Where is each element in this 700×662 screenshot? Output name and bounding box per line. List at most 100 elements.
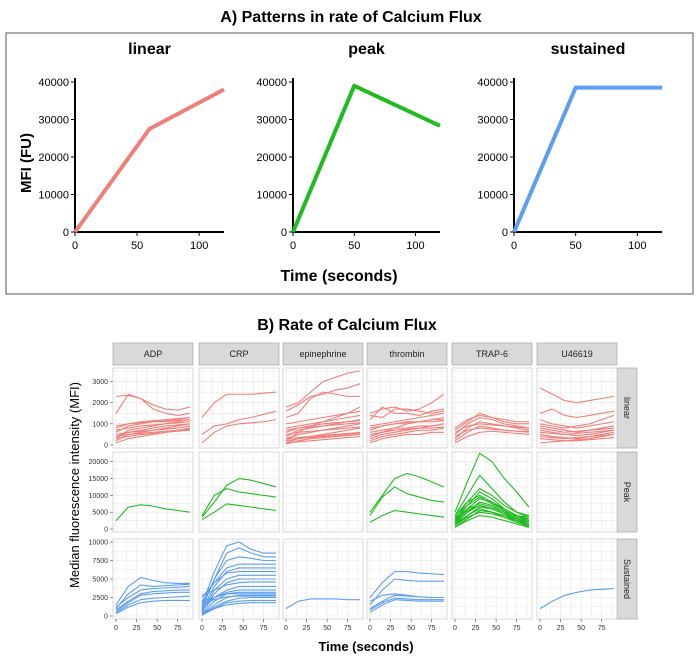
series-line <box>539 427 615 433</box>
series-line <box>539 414 615 429</box>
series-line <box>539 433 615 442</box>
series-line <box>115 419 191 440</box>
x-tick-label: 50 <box>323 625 331 632</box>
chart-title: peak <box>348 41 385 58</box>
x-tick-label: 75 <box>344 625 352 632</box>
y-tick-label: 30000 <box>256 115 287 127</box>
x-tick-label: 50 <box>492 625 500 632</box>
series-line <box>454 430 530 444</box>
series-line <box>201 591 276 614</box>
panel-a-chart-sustained: sustained 0 10000 20000 30000 40000 0 50 100 <box>477 41 662 252</box>
x-tick-label: 0 <box>538 625 542 632</box>
series-line <box>285 383 361 412</box>
x-tick-label: 25 <box>303 625 311 632</box>
y-tick-label: 10000 <box>89 493 109 500</box>
series-line <box>539 429 615 437</box>
series-line <box>201 571 276 598</box>
facet-panel <box>282 451 364 533</box>
series-line <box>539 431 615 440</box>
column-strip <box>536 342 618 366</box>
y-tick-label: 5000 <box>92 510 108 517</box>
series-line <box>285 426 361 435</box>
y-tick-label: 5000 <box>92 577 108 584</box>
y-tick-label: 1000 <box>92 421 108 428</box>
x-tick-label: 75 <box>513 625 521 632</box>
series-line <box>285 432 361 442</box>
column-strip <box>451 342 533 366</box>
panel-a-chart-peak: peak 0 10000 20000 30000 40000 0 50 100 <box>256 41 441 252</box>
x-tick-label: 50 <box>407 625 415 632</box>
panel-b-facet-grid: linear0100020003000Peak05000100001500020… <box>89 342 638 632</box>
x-tick-label: 100 <box>406 240 424 252</box>
x-tick-label: 0 <box>290 240 296 252</box>
x-tick-label: 0 <box>200 625 204 632</box>
series-line <box>454 504 530 525</box>
series-line <box>115 591 190 613</box>
series-line <box>454 416 530 435</box>
panel-a-y-axis-label: MFI (FU) <box>18 133 35 193</box>
series-line <box>115 429 191 440</box>
y-tick-label: 0 <box>104 527 108 534</box>
column-strip-label: ADP <box>144 349 163 359</box>
facet-panel <box>366 451 448 533</box>
y-tick-label: 40000 <box>38 77 69 89</box>
x-tick-label: 50 <box>348 240 360 252</box>
series-line <box>115 599 190 615</box>
series-line <box>201 391 277 418</box>
series-line <box>369 593 444 602</box>
panel-a-chart-linear: linear 0 10000 20000 30000 40000 0 50 100 <box>38 41 225 252</box>
y-tick-label: 30000 <box>38 115 69 127</box>
y-tick-label: 40000 <box>256 77 287 89</box>
series-line <box>369 408 445 419</box>
facet-panel <box>198 367 280 449</box>
x-tick-label: 25 <box>557 625 565 632</box>
series-line <box>115 583 191 609</box>
series-line <box>369 427 445 442</box>
y-tick-label: 7500 <box>92 558 108 565</box>
facet-panel <box>451 367 533 449</box>
x-tick-label: 0 <box>368 625 372 632</box>
series-line <box>285 370 361 408</box>
series-line <box>201 602 276 613</box>
y-tick-label: 0 <box>104 614 108 621</box>
series-line <box>369 472 445 513</box>
column-strip <box>112 342 194 366</box>
y-tick-label: 20000 <box>89 459 109 466</box>
series-line <box>115 394 191 411</box>
y-tick-label: 40000 <box>477 77 508 89</box>
x-tick-label: 0 <box>72 240 78 252</box>
series-line <box>369 509 445 523</box>
series-line <box>454 427 529 438</box>
series-line <box>512 85 662 233</box>
x-tick-label: 25 <box>219 625 227 632</box>
series-line <box>454 452 530 513</box>
series-line <box>369 406 445 421</box>
y-tick-label: 10000 <box>38 190 69 202</box>
series-line <box>115 576 190 606</box>
series-line <box>539 588 615 610</box>
panel-a-title: A) Patterns in rate of Calcium Flux <box>220 9 481 26</box>
column-strip-label: TRAP-6 <box>476 349 508 359</box>
series-line <box>369 420 445 429</box>
series-line <box>115 585 191 608</box>
x-tick-label: 100 <box>628 240 646 252</box>
series-line <box>369 412 445 427</box>
series-line <box>291 83 441 233</box>
y-tick-label: 20000 <box>38 152 69 164</box>
series-line <box>201 594 276 615</box>
x-tick-label: 25 <box>387 625 395 632</box>
x-tick-label: 50 <box>570 240 582 252</box>
column-strip <box>282 342 364 366</box>
series-line <box>201 578 276 612</box>
column-strip <box>198 342 280 366</box>
series-line <box>201 419 277 444</box>
y-tick-label: 10000 <box>256 190 287 202</box>
y-tick-label: 0 <box>281 227 287 239</box>
series-line <box>369 578 444 606</box>
y-tick-label: 0 <box>63 227 69 239</box>
series-line <box>539 437 615 444</box>
panel-b-x-axis-label: Time (seconds) <box>318 639 413 654</box>
series-line <box>539 425 615 433</box>
row-strip-label: linear <box>622 397 632 419</box>
